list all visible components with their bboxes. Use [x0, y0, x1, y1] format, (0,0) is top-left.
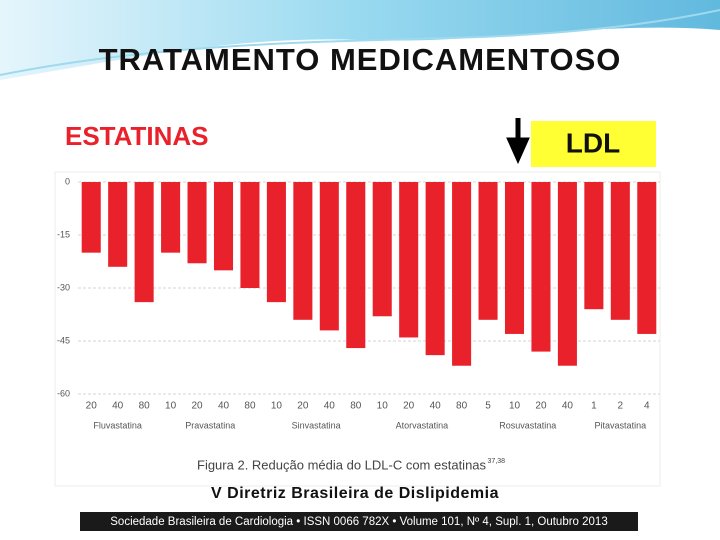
group-label: Pravastatina: [185, 420, 235, 430]
bar: [108, 182, 128, 267]
x-tick-label: 10: [377, 401, 389, 412]
x-tick-label: 1: [591, 401, 597, 412]
bar: [637, 182, 657, 334]
bar: [452, 182, 472, 366]
x-tick-label: 80: [456, 401, 468, 412]
x-tick-label: 10: [509, 401, 521, 412]
group-label: Pitavastatina: [595, 420, 647, 430]
bar: [187, 182, 207, 264]
x-tick-label: 20: [191, 401, 203, 412]
x-tick-label: 80: [244, 401, 256, 412]
bar: [293, 182, 313, 320]
x-tick-label: 2: [618, 401, 624, 412]
x-tick-label: 40: [218, 401, 230, 412]
bar: [240, 182, 260, 288]
group-label: Fluvastatina: [93, 420, 142, 430]
down-arrow: [506, 118, 530, 165]
bar: [584, 182, 604, 310]
slide-title: TRATAMENTO MEDICAMENTOSO: [99, 42, 622, 77]
x-tick-label: 10: [271, 401, 283, 412]
x-tick-label: 20: [86, 401, 98, 412]
x-tick-label: 20: [535, 401, 547, 412]
bar: [610, 182, 630, 320]
group-label: Rosuvastatina: [499, 420, 556, 430]
bar: [478, 182, 498, 320]
x-tick-label: 80: [139, 401, 151, 412]
ldl-label: LDL: [566, 127, 620, 158]
y-tick-label: -45: [57, 335, 70, 345]
subtitle: ESTATINAS: [65, 121, 208, 151]
x-tick-label: 20: [403, 401, 415, 412]
bar: [134, 182, 154, 303]
bar: [372, 182, 392, 317]
x-tick-label: 80: [350, 401, 362, 412]
bar: [425, 182, 445, 356]
footer-bar: [80, 512, 638, 531]
caption-ref: 37,38: [488, 458, 506, 465]
bar: [161, 182, 181, 253]
x-tick-label: 40: [112, 401, 124, 412]
bar: [531, 182, 551, 352]
x-tick-label: 40: [324, 401, 336, 412]
bar: [319, 182, 339, 331]
y-tick-label: -60: [57, 388, 70, 398]
group-label: Atorvastatina: [396, 420, 449, 430]
group-label: Sinvastatina: [292, 420, 341, 430]
x-tick-label: 5: [485, 401, 491, 412]
chart-caption: Figura 2. Redução média do LDL-C com est…: [197, 457, 487, 472]
bar: [504, 182, 525, 334]
bar: [81, 182, 101, 253]
x-tick-label: 40: [562, 401, 574, 412]
y-tick-label: -30: [57, 282, 70, 292]
x-tick-label: 20: [297, 401, 309, 412]
swoosh-line: [0, 9, 720, 76]
ldl-box: [531, 121, 656, 167]
x-tick-label: 4: [644, 401, 650, 412]
x-tick-label: 10: [165, 401, 177, 412]
footer-text: Sociedade Brasileira de Cardiologia • IS…: [110, 516, 607, 528]
bar: [557, 182, 577, 366]
x-tick-label: 40: [430, 401, 442, 412]
y-tick-label: -15: [57, 229, 70, 239]
bar: [346, 182, 366, 349]
bar: [399, 182, 419, 338]
bar: [266, 182, 286, 303]
y-tick-label: 0: [65, 176, 70, 186]
bar: [213, 182, 234, 271]
source: V Diretriz Brasileira de Dislipidemia: [211, 485, 499, 502]
